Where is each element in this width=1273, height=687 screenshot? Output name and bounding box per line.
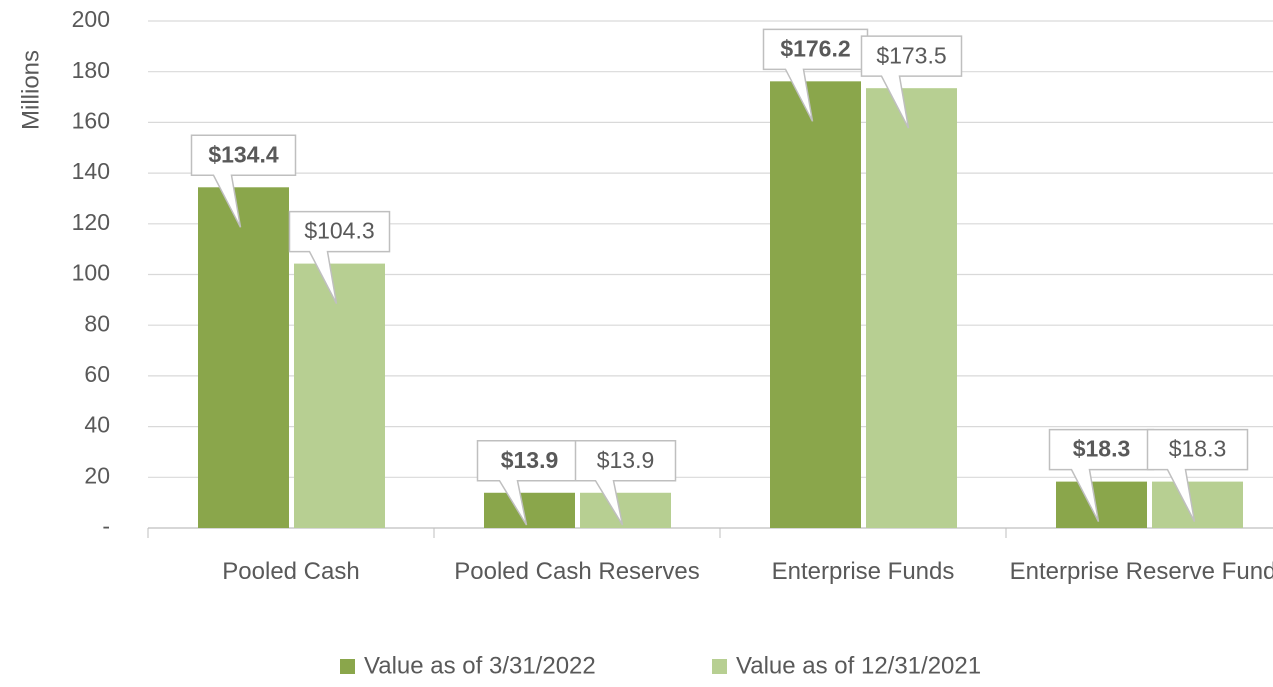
- bar: [198, 187, 289, 528]
- y-tick-label: 20: [84, 462, 110, 488]
- legend-label: Value as of 12/31/2021: [736, 652, 981, 679]
- y-tick-label: 200: [72, 6, 110, 32]
- callout-box: [860, 35, 963, 129]
- data-label: $18.3: [1073, 436, 1131, 462]
- legend-swatch: [712, 659, 727, 674]
- y-axis-label: Millions: [17, 50, 44, 130]
- bar: [770, 81, 861, 528]
- y-tick-label: 60: [84, 361, 110, 387]
- x-tick-label: Pooled Cash: [222, 558, 360, 585]
- x-tick-label: Enterprise Reserve Funds: [1009, 558, 1273, 585]
- y-tick-label: 40: [84, 412, 110, 438]
- data-label: $18.3: [1169, 436, 1227, 462]
- y-tick-label: 120: [72, 209, 110, 235]
- y-tick-label: 160: [72, 107, 110, 133]
- x-tick-label: Pooled Cash Reserves: [454, 558, 700, 585]
- data-label: $13.9: [501, 447, 559, 473]
- y-tick-label: -: [102, 513, 110, 539]
- data-label: $13.9: [597, 447, 655, 473]
- callout-box: [190, 134, 297, 228]
- data-label: $134.4: [208, 141, 279, 167]
- bar: [484, 492, 575, 528]
- x-tick-label: Enterprise Funds: [771, 558, 955, 585]
- data-label: $173.5: [876, 42, 946, 68]
- y-tick-label: 80: [84, 310, 110, 336]
- y-tick-label: 140: [72, 158, 110, 184]
- y-tick-label: 180: [72, 57, 110, 83]
- bar: [1056, 481, 1147, 528]
- data-label: $104.3: [304, 218, 374, 244]
- bar: [294, 263, 385, 528]
- data-label: $176.2: [780, 35, 850, 61]
- bar: [1152, 481, 1243, 528]
- legend-swatch: [340, 659, 355, 674]
- callout-box: [1146, 428, 1249, 522]
- y-tick-label: 100: [72, 260, 110, 286]
- bar: [866, 88, 957, 529]
- callout-box: [288, 210, 391, 304]
- bar: [580, 492, 671, 528]
- callout-box: [574, 440, 677, 526]
- legend-label: Value as of 3/31/2022: [364, 652, 596, 679]
